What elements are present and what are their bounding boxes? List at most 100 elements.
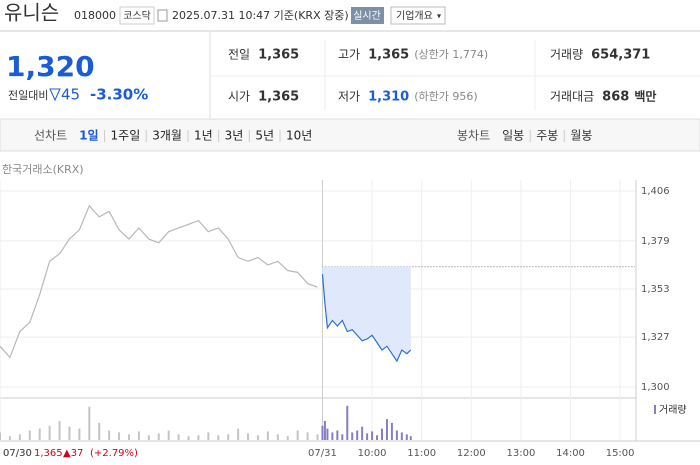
candle-tab[interactable]: 일봉 xyxy=(502,129,524,143)
stat-unit: 백만 xyxy=(634,89,656,104)
timestamp: 2025.07.31 10:47 기준(KRX 장중) xyxy=(172,9,349,22)
volume-bar xyxy=(28,430,31,440)
footer-change: ▲37 xyxy=(63,448,83,459)
volume-bar xyxy=(341,434,344,440)
volume-bar xyxy=(356,430,359,440)
price-line xyxy=(321,274,412,363)
period-tab[interactable]: 1주일 xyxy=(111,129,141,143)
volume-bar xyxy=(18,434,21,440)
price-line xyxy=(0,204,318,359)
volume-bar xyxy=(88,406,91,440)
volume-bar xyxy=(227,434,230,440)
volume-bar xyxy=(276,434,279,440)
volume-bar xyxy=(346,405,349,440)
period-tab[interactable]: 1년 xyxy=(194,129,213,143)
volume-bar xyxy=(376,435,379,440)
candle-tab[interactable]: 주봉 xyxy=(536,129,558,143)
volume-bar xyxy=(197,435,200,440)
period-tab[interactable]: 3개월 xyxy=(152,129,182,143)
y-tick-label: 1,406 xyxy=(641,186,670,197)
y-tick-label: 1,353 xyxy=(641,284,670,295)
stat-value: 654,371 xyxy=(591,48,650,63)
y-tick-label: 1,379 xyxy=(641,236,670,247)
x-tick-label: 14:00 xyxy=(556,448,585,459)
source: 한국거래소(KRX) xyxy=(2,163,84,176)
market-label: 코스닥 xyxy=(123,10,151,22)
x-tick-label: 07/30 xyxy=(3,448,32,459)
stat-note: (상한가 1,774) xyxy=(414,48,488,61)
y-tick-label: 1,300 xyxy=(641,382,670,393)
volume-bar xyxy=(405,434,408,440)
stat-note: (하한가 956) xyxy=(414,89,477,103)
volume-bar xyxy=(409,436,412,440)
stat-label: 시가 xyxy=(228,90,250,104)
x-tick-label: 13:00 xyxy=(506,448,535,459)
volume-bar xyxy=(266,431,269,440)
stat-label: 거래량 xyxy=(550,48,583,62)
volume-bar xyxy=(336,430,339,440)
realtime-button[interactable] xyxy=(351,7,384,24)
stat-label: 거래대금 xyxy=(550,90,594,104)
x-tick-label: 07/31 xyxy=(308,448,337,459)
x-tick-label: 10:00 xyxy=(358,448,387,459)
volume-bar xyxy=(207,432,210,440)
volume-bar xyxy=(400,432,403,440)
volume-bar xyxy=(177,434,180,440)
volume-bar xyxy=(187,436,190,440)
volume-bar xyxy=(366,433,369,440)
volume-bar xyxy=(118,432,121,440)
company-button[interactable] xyxy=(390,6,446,25)
volume-bar xyxy=(371,431,374,440)
volume-bar xyxy=(323,421,326,440)
volume-bar xyxy=(306,432,309,440)
period-tab[interactable]: 10년 xyxy=(286,129,312,143)
stat-value: 1,365 xyxy=(368,48,409,63)
volume-bar xyxy=(108,430,111,440)
volume-bar xyxy=(361,426,364,440)
market-badge xyxy=(119,6,155,25)
y-tick-label: 1,327 xyxy=(641,332,670,343)
realtime-label[interactable]: 실시간 xyxy=(353,10,381,22)
volume-bar xyxy=(157,433,160,440)
stat-value: 1,365 xyxy=(258,48,299,63)
volume-bar xyxy=(286,436,289,440)
volume-bar xyxy=(0,432,1,440)
period-tab[interactable]: 3년 xyxy=(225,129,244,143)
volume-legend-swatch xyxy=(654,405,656,414)
change-label: 전일대비 xyxy=(8,88,48,102)
period-tab[interactable]: 1일 xyxy=(79,129,98,143)
volume-bar xyxy=(351,432,354,440)
volume-bar xyxy=(390,422,393,440)
volume-bar xyxy=(321,425,324,440)
x-tick-label: 11:00 xyxy=(407,448,436,459)
change: 45 xyxy=(61,86,80,104)
x-tick-label: 12:00 xyxy=(457,448,486,459)
volume-bar xyxy=(167,430,170,440)
stat-label: 전일 xyxy=(228,48,250,62)
change-pct: -3.30% xyxy=(90,86,148,104)
period-tab[interactable]: 5년 xyxy=(255,129,274,143)
price: 1,320 xyxy=(6,50,95,83)
volume-bar xyxy=(296,430,299,440)
area-fill xyxy=(322,266,411,362)
volume-bar xyxy=(127,434,130,440)
volume-bar xyxy=(385,419,388,440)
volume-bar xyxy=(58,421,61,440)
volume-bar xyxy=(38,428,41,440)
company-label[interactable]: 기업개요 xyxy=(396,9,433,22)
volume-bar xyxy=(78,428,81,440)
volume-label: 거래량 xyxy=(659,404,687,416)
candle-tab[interactable]: 월봉 xyxy=(570,129,592,143)
volume-bar xyxy=(237,428,240,440)
stat-value: 1,310 xyxy=(368,90,409,105)
stat-label: 고가 xyxy=(338,48,360,62)
stock-code: 018000 xyxy=(74,9,116,22)
footer-price: 1,365 xyxy=(34,448,63,459)
volume-bar xyxy=(48,425,51,440)
footer-pct: (+2.79%) xyxy=(90,448,138,459)
x-tick-label: 15:00 xyxy=(606,448,635,459)
volume-bar xyxy=(331,432,334,440)
volume-bar xyxy=(98,422,101,440)
volume-bar xyxy=(217,435,220,440)
